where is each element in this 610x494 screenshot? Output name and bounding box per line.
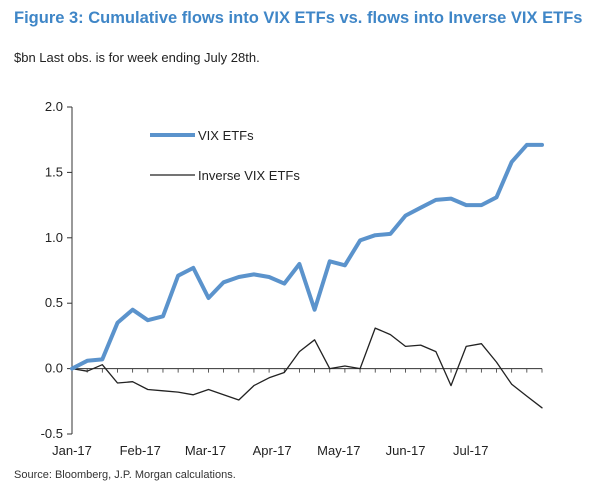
y-tick-label: 0.0	[45, 361, 63, 376]
series-layer	[70, 142, 544, 409]
x-tick-label: Jun-17	[386, 443, 426, 458]
series-line-vix-etfs	[70, 142, 544, 371]
legend-item-vix-etfs-label: VIX ETFs	[198, 128, 254, 143]
x-tick-label: Jan-17	[52, 443, 92, 458]
x-tick-label: May-17	[317, 443, 360, 458]
chart-subtitle: $bn Last obs. is for week ending July 28…	[14, 50, 260, 65]
y-tick-label: 2.0	[45, 99, 63, 114]
x-tick-label: Mar-17	[185, 443, 226, 458]
axes: 2.0 1.5 1.0 0.5 0.0 -0.5 Jan-17 Feb-17 Mar-17 Apr…	[41, 99, 543, 458]
legend-item-inverse-vix-etfs-label: Inverse VIX ETFs	[198, 168, 300, 183]
y-tick-label: 0.5	[45, 295, 63, 310]
x-tick-label: Jul-17	[453, 443, 488, 458]
legend: VIX ETFs Inverse VIX ETFs	[150, 128, 300, 183]
y-tick-label: 1.5	[45, 164, 63, 179]
series-line-inverse-vix-etfs	[71, 327, 543, 409]
x-tick-label: Apr-17	[253, 443, 292, 458]
y-tick-label: -0.5	[41, 426, 63, 441]
source-note: Source: Bloomberg, J.P. Morgan calculati…	[14, 469, 236, 481]
x-tick-label: Feb-17	[120, 443, 161, 458]
y-tick-label: 1.0	[45, 230, 63, 245]
chart-title: Figure 3: Cumulative flows into VIX ETFs…	[14, 9, 583, 27]
